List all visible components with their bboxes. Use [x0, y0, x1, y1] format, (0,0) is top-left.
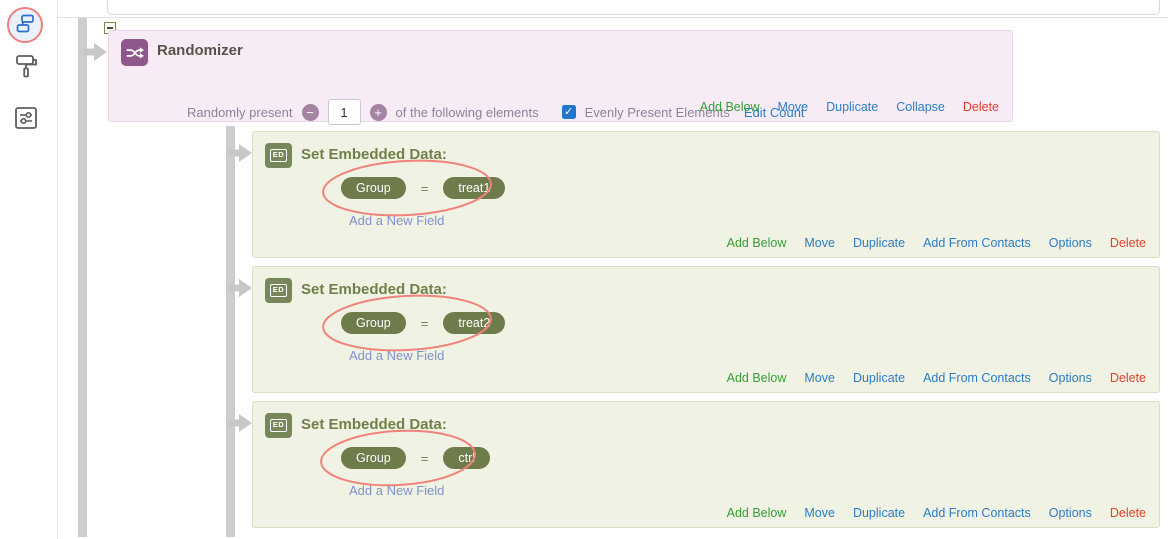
field-name-pill[interactable]: Group: [341, 177, 406, 199]
flow-arrow-icon: [228, 414, 252, 432]
ed-options-link[interactable]: Options: [1048, 236, 1092, 250]
ed-delete-link[interactable]: Delete: [1109, 506, 1146, 520]
ed-add-below-link[interactable]: Add Below: [726, 236, 787, 250]
embedded-data-title: Set Embedded Data:: [301, 416, 447, 433]
randomizer-element: Randomizer Randomly present − + of the f…: [108, 30, 1013, 125]
embedded-data-actions: Add Below Move Duplicate Add From Contac…: [727, 371, 1146, 385]
embedded-data-icon: ED: [265, 278, 292, 303]
sidebar-item-look-and-feel[interactable]: [11, 53, 41, 88]
top-divider: [58, 17, 1168, 18]
embedded-data-title: Set Embedded Data:: [301, 281, 447, 298]
field-value-pill[interactable]: treat2: [443, 312, 506, 334]
embedded-data-icon: ED: [265, 143, 292, 168]
look-and-feel-icon: [13, 53, 39, 88]
flow-arrow-icon: [228, 144, 252, 162]
ed-delete-link[interactable]: Delete: [1109, 236, 1146, 250]
flow-branch-line: [226, 126, 235, 537]
ed-options-link[interactable]: Options: [1048, 371, 1092, 385]
equals-sign: =: [420, 450, 429, 466]
sidebar-item-survey-options[interactable]: [11, 105, 41, 135]
ed-duplicate-link[interactable]: Duplicate: [852, 236, 906, 250]
add-new-field-link[interactable]: Add a New Field: [349, 483, 445, 498]
ed-add-from-contacts-link[interactable]: Add From Contacts: [923, 371, 1031, 385]
ed-duplicate-link[interactable]: Duplicate: [852, 506, 906, 520]
add-new-field-link[interactable]: Add a New Field: [349, 348, 445, 363]
edit-count-link[interactable]: Edit Count: [743, 104, 805, 120]
embedded-data-title: Set Embedded Data:: [301, 146, 447, 163]
decrement-count-button[interactable]: −: [301, 103, 319, 121]
ed-move-link[interactable]: Move: [804, 506, 835, 520]
left-sidebar: [0, 0, 58, 539]
ed-add-from-contacts-link[interactable]: Add From Contacts: [923, 506, 1031, 520]
increment-count-button[interactable]: +: [369, 103, 387, 121]
randomizer-shuffle-icon: [121, 39, 148, 66]
randomizer-move-link[interactable]: Move: [777, 100, 809, 114]
field-value-pill[interactable]: treat1: [443, 177, 506, 199]
randomly-present-label: Randomly present: [187, 104, 293, 120]
ed-delete-link[interactable]: Delete: [1109, 371, 1146, 385]
ed-duplicate-link[interactable]: Duplicate: [852, 371, 906, 385]
randomizer-add-below-link[interactable]: Add Below: [699, 100, 760, 114]
ed-add-from-contacts-link[interactable]: Add From Contacts: [923, 236, 1031, 250]
following-elements-label: of the following elements: [395, 104, 539, 120]
evenly-present-checkbox[interactable]: [561, 105, 576, 119]
randomizer-delete-link[interactable]: Delete: [962, 100, 999, 114]
randomizer-duplicate-link[interactable]: Duplicate: [826, 100, 879, 114]
embedded-data-actions: Add Below Move Duplicate Add From Contac…: [727, 506, 1146, 520]
ed-move-link[interactable]: Move: [804, 371, 835, 385]
present-count-input[interactable]: [327, 99, 361, 125]
ed-add-below-link[interactable]: Add Below: [726, 506, 787, 520]
ed-move-link[interactable]: Move: [804, 236, 835, 250]
ed-options-link[interactable]: Options: [1048, 506, 1092, 520]
embedded-data-element-3: ED Set Embedded Data: Group = ctrl Add a…: [252, 401, 1160, 528]
field-value-pill[interactable]: ctrl: [443, 447, 491, 469]
equals-sign: =: [420, 315, 429, 331]
ed-add-below-link[interactable]: Add Below: [726, 371, 787, 385]
sidebar-item-survey-flow[interactable]: [7, 7, 43, 43]
randomizer-title: Randomizer: [157, 42, 243, 59]
embedded-data-icon: ED: [265, 413, 292, 438]
field-name-pill[interactable]: Group: [341, 447, 406, 469]
equals-sign: =: [420, 180, 429, 196]
evenly-present-label: Evenly Present Elements: [584, 104, 730, 120]
embedded-data-element-2: ED Set Embedded Data: Group = treat2 Add…: [252, 266, 1160, 393]
flow-arrow-icon: [228, 279, 252, 297]
embedded-data-element-1: ED Set Embedded Data: Group = treat1 Add…: [252, 131, 1160, 258]
flow-trunk-line: [78, 18, 87, 537]
previous-element-edge: [107, 0, 1160, 15]
survey-options-icon: [13, 105, 39, 136]
randomizer-collapse-link[interactable]: Collapse: [896, 100, 945, 114]
survey-flow-icon: [14, 12, 36, 39]
add-new-field-link[interactable]: Add a New Field: [349, 213, 445, 228]
embedded-data-actions: Add Below Move Duplicate Add From Contac…: [727, 236, 1146, 250]
flow-arrow-icon: [83, 43, 107, 61]
randomizer-actions: Add Below Move Duplicate Collapse Delete: [700, 100, 999, 114]
field-name-pill[interactable]: Group: [341, 312, 406, 334]
